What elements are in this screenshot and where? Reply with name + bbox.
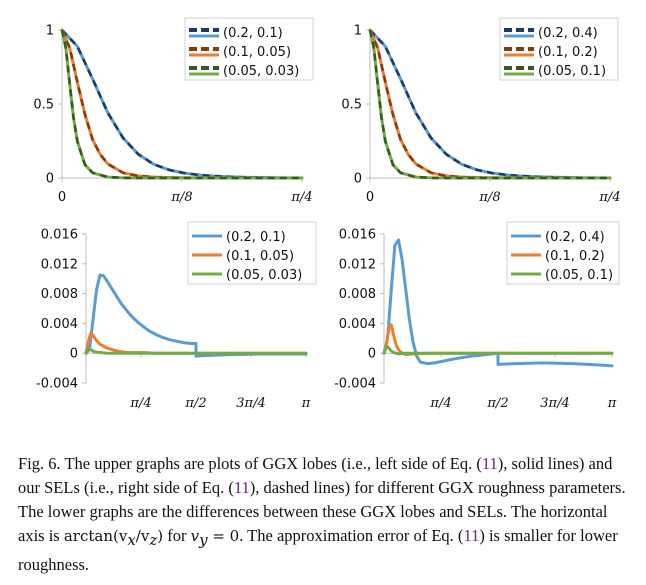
- legend-label: (0.05, 0.1): [545, 268, 613, 283]
- x-tick-label: π/8: [478, 190, 500, 205]
- y-tick-label: 0.016: [41, 228, 78, 243]
- y-tick-label: 0.004: [41, 317, 78, 332]
- y-tick-label: 0.5: [341, 98, 362, 113]
- y-tick-label: 0.012: [41, 257, 78, 272]
- legend-label: (0.2, 0.1): [223, 26, 283, 41]
- chart-panel-top-right: 0 0.5 1 0 π/8 π/4 (0.2, 0.4) (0.1, 0.2) (0.05, 0…: [341, 17, 621, 205]
- y-tick-label: 0: [70, 347, 78, 362]
- y-tick-label: -0.004: [334, 377, 376, 392]
- y-tick-label: 0.008: [41, 287, 78, 302]
- y-tick-label: 0: [354, 172, 362, 187]
- legend-label: (0.2, 0.4): [538, 26, 598, 41]
- x-tick-label: 0: [58, 190, 66, 205]
- legend: (0.2, 0.1) (0.1, 0.05) (0.05, 0.03): [187, 221, 317, 285]
- y-tick-label: 0: [368, 347, 376, 362]
- y-tick-label: 1: [354, 24, 362, 39]
- legend-label: (0.2, 0.4): [545, 230, 605, 245]
- chart-panel-bottom-left: -0.004 0 0.004 0.008 0.012 0.016 π/4 π/2 3π/4 π (0…: [36, 221, 317, 411]
- series-line-1: [382, 323, 614, 357]
- x-tick-label: π/4: [290, 190, 312, 205]
- series-dashed-line-2: [368, 29, 610, 180]
- figure-caption: Fig. 6. The upper graphs are plots of GG…: [18, 452, 630, 577]
- caption-text-4: for: [163, 526, 191, 545]
- x-tick-label: 3π/4: [236, 396, 265, 411]
- y-tick-label: -0.004: [36, 377, 78, 392]
- legend: (0.2, 0.4) (0.1, 0.2) (0.05, 0.1): [499, 17, 619, 81]
- math-vy-zero: vy = 0: [190, 527, 240, 549]
- equation-ref-link[interactable]: 11: [481, 454, 498, 473]
- caption-text-2: ), solid lines) and our SELs (i.e., righ…: [18, 454, 613, 497]
- series-line-0: [382, 238, 614, 368]
- x-tick-label: π/2: [486, 396, 508, 411]
- x-tick-label: π/8: [170, 190, 192, 205]
- legend: (0.2, 0.1) (0.1, 0.05) (0.05, 0.03): [184, 17, 314, 81]
- x-tick-label: π/2: [184, 396, 206, 411]
- x-tick-label: π: [301, 396, 311, 411]
- y-tick-label: 0.008: [339, 287, 376, 302]
- series-dashed-line-2: [60, 29, 302, 180]
- y-tick-label: 1: [46, 24, 54, 39]
- legend-label: (0.05, 0.1): [538, 64, 606, 79]
- x-tick-label: π: [607, 396, 617, 411]
- x-tick-label: π/4: [598, 190, 620, 205]
- legend-label: (0.1, 0.05): [226, 249, 294, 264]
- legend-label: (0.1, 0.2): [538, 45, 598, 60]
- y-tick-label: 0.004: [339, 317, 376, 332]
- caption-text-5: . The approximation error of Eq. (: [239, 526, 464, 545]
- x-tick-label: 3π/4: [540, 396, 569, 411]
- caption-text-3: ), dashed lines) for different GGX rough…: [18, 478, 626, 545]
- legend-label: (0.1, 0.05): [223, 45, 291, 60]
- legend-label: (0.05, 0.03): [223, 64, 299, 79]
- y-tick-label: 0.012: [339, 257, 376, 272]
- series-line-0: [84, 273, 308, 358]
- caption-text-6: ) is smaller for lower roughness.: [18, 526, 618, 574]
- series-line-2: [84, 346, 308, 355]
- series-line-2: [382, 345, 614, 356]
- equation-ref-link[interactable]: 11: [463, 526, 480, 545]
- legend: (0.2, 0.4) (0.1, 0.2) (0.05, 0.1): [506, 221, 620, 285]
- figure-panels: 0 0.5 1 0 π/8 π/4 (0.2, 0.1) (0.1, 0.05) (0.05, …: [33, 17, 621, 411]
- math-arctan: arctan(vx/vz): [63, 527, 164, 549]
- y-tick-label: 0.016: [339, 228, 376, 243]
- legend-label: (0.05, 0.03): [226, 268, 302, 283]
- x-tick-label: π/4: [129, 396, 151, 411]
- legend-label: (0.1, 0.2): [545, 249, 605, 264]
- legend-label: (0.2, 0.1): [226, 230, 286, 245]
- chart-panel-bottom-right: -0.004 0 0.004 0.008 0.012 0.016 π/4 π/2 3π/4 π (0…: [334, 221, 620, 411]
- chart-panel-top-left: 0 0.5 1 0 π/8 π/4 (0.2, 0.1) (0.1, 0.05) (0.05, …: [33, 17, 314, 205]
- equation-ref-link[interactable]: 11: [233, 478, 250, 497]
- x-tick-label: 0: [366, 190, 374, 205]
- y-tick-label: 0.5: [33, 98, 54, 113]
- caption-text-1: Fig. 6. The upper graphs are plots of GG…: [18, 454, 482, 473]
- x-tick-label: π/4: [429, 396, 451, 411]
- y-tick-label: 0: [46, 172, 54, 187]
